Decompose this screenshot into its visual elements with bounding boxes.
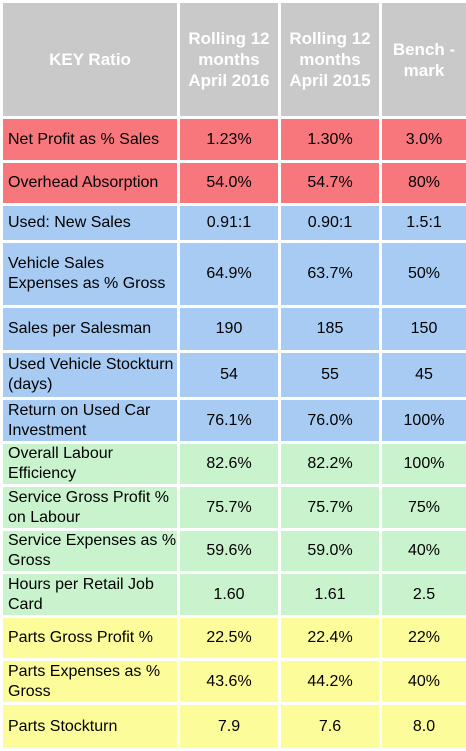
row-label: Service Gross Profit % on Labour bbox=[2, 486, 179, 530]
row-label: Service Expenses as % Gross bbox=[2, 530, 179, 573]
value-2016: 76.1% bbox=[179, 399, 280, 443]
row-label: Parts Gross Profit % bbox=[2, 617, 179, 660]
table-row: Parts Expenses as % Gross 43.6% 44.2% 40… bbox=[2, 660, 466, 704]
value-2016: 82.6% bbox=[179, 443, 280, 486]
value-2016: 43.6% bbox=[179, 660, 280, 704]
table-row: Overall Labour Efficiency 82.6% 82.2% 10… bbox=[2, 443, 466, 486]
value-2015: 82.2% bbox=[280, 443, 381, 486]
value-benchmark: 50% bbox=[381, 242, 466, 307]
row-label: Parts Expenses as % Gross bbox=[2, 660, 179, 704]
value-2016: 22.5% bbox=[179, 617, 280, 660]
value-benchmark: 3.0% bbox=[381, 118, 466, 162]
row-label: Net Profit as % Sales bbox=[2, 118, 179, 162]
row-label: Parts Stockturn bbox=[2, 704, 179, 750]
row-label: Overhead Absorption bbox=[2, 162, 179, 205]
header-benchmark: Bench -mark bbox=[381, 2, 466, 118]
value-benchmark: 45 bbox=[381, 352, 466, 399]
value-2016: 59.6% bbox=[179, 530, 280, 573]
row-label: Sales per Salesman bbox=[2, 307, 179, 352]
header-rolling-2016: Rolling 12 months April 2016 bbox=[179, 2, 280, 118]
value-2016: 7.9 bbox=[179, 704, 280, 750]
value-benchmark: 40% bbox=[381, 530, 466, 573]
table-row: Service Expenses as % Gross 59.6% 59.0% … bbox=[2, 530, 466, 573]
value-benchmark: 75% bbox=[381, 486, 466, 530]
row-label: Used Vehicle Stockturn (days) bbox=[2, 352, 179, 399]
value-2016: 0.91:1 bbox=[179, 205, 280, 242]
value-2015: 76.0% bbox=[280, 399, 381, 443]
value-2016: 54.0% bbox=[179, 162, 280, 205]
table-row: Service Gross Profit % on Labour 75.7% 7… bbox=[2, 486, 466, 530]
header-key-ratio: KEY Ratio bbox=[2, 2, 179, 118]
row-label: Vehicle Sales Expenses as % Gross bbox=[2, 242, 179, 307]
table-row: Net Profit as % Sales 1.23% 1.30% 3.0% bbox=[2, 118, 466, 162]
value-benchmark: 80% bbox=[381, 162, 466, 205]
value-benchmark: 100% bbox=[381, 399, 466, 443]
value-benchmark: 22% bbox=[381, 617, 466, 660]
table-row: Parts Gross Profit % 22.5% 22.4% 22% bbox=[2, 617, 466, 660]
value-2015: 63.7% bbox=[280, 242, 381, 307]
table-row: Overhead Absorption 54.0% 54.7% 80% bbox=[2, 162, 466, 205]
value-2016: 75.7% bbox=[179, 486, 280, 530]
value-2016: 64.9% bbox=[179, 242, 280, 307]
table-row: Used: New Sales 0.91:1 0.90:1 1.5:1 bbox=[2, 205, 466, 242]
row-label: Overall Labour Efficiency bbox=[2, 443, 179, 486]
value-2016: 54 bbox=[179, 352, 280, 399]
value-2015: 185 bbox=[280, 307, 381, 352]
value-2015: 0.90:1 bbox=[280, 205, 381, 242]
row-label: Hours per Retail Job Card bbox=[2, 573, 179, 617]
value-2015: 1.61 bbox=[280, 573, 381, 617]
header-row: KEY Ratio Rolling 12 months April 2016 R… bbox=[2, 2, 466, 118]
value-2016: 1.60 bbox=[179, 573, 280, 617]
value-benchmark: 2.5 bbox=[381, 573, 466, 617]
table-row: Sales per Salesman 190 185 150 bbox=[2, 307, 466, 352]
value-2015: 1.30% bbox=[280, 118, 381, 162]
value-2015: 59.0% bbox=[280, 530, 381, 573]
value-2015: 75.7% bbox=[280, 486, 381, 530]
value-benchmark: 150 bbox=[381, 307, 466, 352]
value-2016: 190 bbox=[179, 307, 280, 352]
table-row: Hours per Retail Job Card 1.60 1.61 2.5 bbox=[2, 573, 466, 617]
value-2015: 55 bbox=[280, 352, 381, 399]
value-2015: 7.6 bbox=[280, 704, 381, 750]
value-benchmark: 100% bbox=[381, 443, 466, 486]
value-2015: 22.4% bbox=[280, 617, 381, 660]
value-benchmark: 40% bbox=[381, 660, 466, 704]
row-label: Return on Used Car Investment bbox=[2, 399, 179, 443]
table-row: Vehicle Sales Expenses as % Gross 64.9% … bbox=[2, 242, 466, 307]
row-label: Used: New Sales bbox=[2, 205, 179, 242]
value-benchmark: 1.5:1 bbox=[381, 205, 466, 242]
table-row: Parts Stockturn 7.9 7.6 8.0 bbox=[2, 704, 466, 750]
header-rolling-2015: Rolling 12 months April 2015 bbox=[280, 2, 381, 118]
value-benchmark: 8.0 bbox=[381, 704, 466, 750]
table-row: Used Vehicle Stockturn (days) 54 55 45 bbox=[2, 352, 466, 399]
value-2015: 54.7% bbox=[280, 162, 381, 205]
value-2016: 1.23% bbox=[179, 118, 280, 162]
table-row: Return on Used Car Investment 76.1% 76.0… bbox=[2, 399, 466, 443]
value-2015: 44.2% bbox=[280, 660, 381, 704]
